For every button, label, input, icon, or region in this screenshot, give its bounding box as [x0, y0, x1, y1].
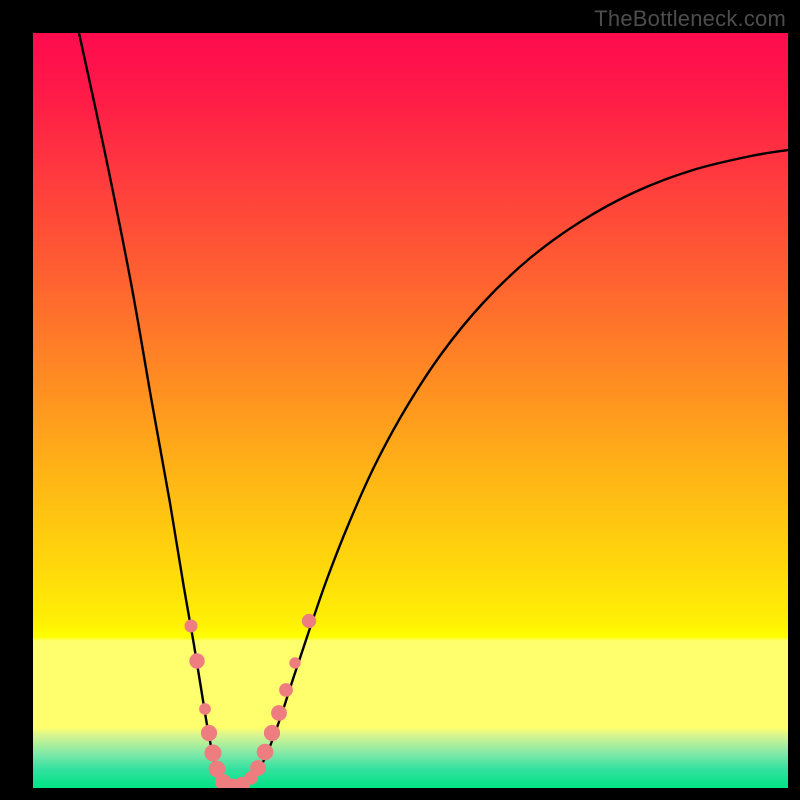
- data-marker: [201, 725, 216, 740]
- data-marker: [272, 706, 287, 721]
- data-marker: [200, 704, 211, 715]
- data-marker: [190, 654, 204, 668]
- chart-frame: TheBottleneck.com: [0, 0, 800, 800]
- bottleneck-curve: [79, 33, 788, 788]
- data-marker: [205, 745, 221, 761]
- plot-area: [33, 33, 788, 788]
- data-marker: [264, 725, 279, 740]
- data-marker: [280, 684, 293, 697]
- data-marker: [251, 761, 266, 776]
- curve-overlay: [33, 33, 788, 788]
- data-marker: [257, 744, 273, 760]
- data-marker: [302, 614, 315, 627]
- data-marker: [185, 620, 197, 632]
- data-marker: [290, 658, 300, 668]
- watermark-text: TheBottleneck.com: [594, 6, 786, 32]
